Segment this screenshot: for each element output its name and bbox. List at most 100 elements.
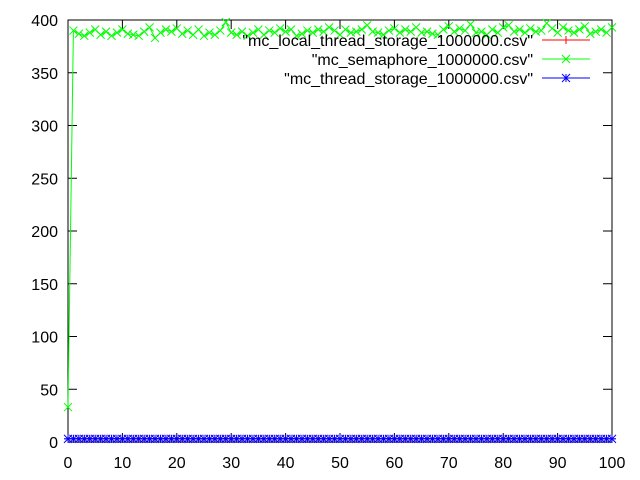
- data-point: [531, 27, 541, 36]
- data-point: [607, 434, 617, 444]
- data-point: [373, 28, 383, 38]
- data-point: [346, 28, 356, 38]
- y-tick-label: 350: [31, 66, 58, 83]
- data-point: [221, 17, 231, 27]
- y-tick-label: 100: [31, 330, 58, 347]
- data-point: [210, 30, 220, 40]
- data-point: [498, 23, 508, 32]
- x-tick-label: 80: [494, 455, 512, 472]
- data-point: [471, 28, 481, 38]
- data-point: [161, 25, 171, 34]
- data-point: [232, 30, 241, 40]
- x-tick-label: 100: [599, 455, 626, 472]
- x-tick-label: 90: [549, 455, 567, 472]
- x-tick-label: 50: [331, 455, 349, 472]
- data-point: [591, 27, 601, 36]
- data-point: [607, 23, 617, 32]
- y-tick-label: 150: [31, 277, 58, 294]
- data-point: [248, 28, 258, 38]
- plot-area: [63, 17, 617, 444]
- data-point: [85, 28, 95, 38]
- data-point: [351, 27, 361, 36]
- data-point: [330, 26, 339, 35]
- data-point: [395, 28, 405, 38]
- data-point: [63, 402, 73, 412]
- data-point: [308, 28, 318, 38]
- data-point: [477, 27, 486, 36]
- data-point: [237, 27, 247, 36]
- data-point: [390, 24, 399, 33]
- data-point: [536, 26, 546, 35]
- data-point: [259, 30, 269, 40]
- data-point: [439, 25, 448, 34]
- data-point: [400, 25, 410, 34]
- data-point: [466, 19, 475, 29]
- data-point: [487, 25, 497, 34]
- series-semaphore: [63, 17, 617, 412]
- data-point: [281, 27, 290, 36]
- x-tick-label: 30: [222, 455, 240, 472]
- data-point: [417, 28, 426, 38]
- data-point: [449, 27, 459, 36]
- data-point: [596, 25, 606, 34]
- legend-label-local-thread-storage: "mc_local_thread_storage_1000000.csv": [242, 33, 533, 50]
- data-point: [368, 27, 377, 36]
- data-point: [319, 27, 329, 36]
- data-point: [406, 27, 416, 36]
- data-point: [313, 25, 323, 34]
- y-tick-label: 200: [31, 224, 58, 241]
- x-tick-label: 70: [440, 455, 458, 472]
- series-thread-storage: [63, 434, 617, 444]
- legend-marker-thread-storage: [561, 73, 571, 83]
- data-point: [264, 26, 274, 35]
- data-point: [362, 20, 372, 30]
- data-point: [569, 28, 579, 38]
- data-point: [585, 29, 595, 39]
- data-point: [357, 25, 367, 34]
- legend-marker-semaphore: [561, 54, 571, 64]
- data-point: [79, 31, 89, 41]
- data-point: [177, 29, 187, 39]
- data-point: [379, 30, 388, 40]
- data-point: [341, 25, 350, 34]
- data-point: [520, 28, 530, 38]
- x-tick-label: 10: [114, 455, 132, 472]
- data-point: [123, 29, 133, 39]
- y-tick-label: 50: [40, 382, 58, 399]
- data-point: [286, 25, 296, 34]
- x-tick-label: 0: [64, 455, 73, 472]
- data-point: [275, 24, 285, 33]
- y-tick-label: 300: [31, 119, 58, 136]
- y-tick-label: 250: [31, 171, 58, 188]
- data-point: [575, 25, 584, 34]
- data-point: [509, 27, 519, 36]
- data-point: [297, 29, 307, 39]
- data-point: [384, 26, 394, 35]
- data-point: [460, 26, 470, 35]
- data-point: [74, 29, 84, 39]
- data-point: [526, 24, 535, 33]
- y-tick-label: 400: [31, 13, 58, 30]
- data-point: [558, 23, 568, 32]
- data-point: [107, 31, 116, 41]
- data-point: [547, 24, 557, 33]
- data-point: [167, 27, 176, 36]
- data-point: [183, 26, 193, 35]
- data-point: [69, 26, 78, 35]
- data-point: [118, 25, 127, 34]
- data-point: [270, 28, 280, 38]
- data-point: [564, 26, 573, 35]
- data-point: [303, 26, 312, 35]
- data-point: [428, 29, 437, 39]
- data-point: [504, 20, 513, 30]
- data-point: [324, 23, 334, 32]
- data-point: [156, 28, 165, 38]
- data-point: [292, 31, 301, 41]
- data-point: [455, 24, 465, 33]
- axes: 0 50 100 150 200 250 300 350 400 0 10 20 30 40 50 60 70 8…: [31, 13, 625, 472]
- x-tick-label: 20: [168, 455, 186, 472]
- x-tick-label: 60: [386, 455, 404, 472]
- data-point: [226, 28, 236, 38]
- data-point: [96, 30, 105, 40]
